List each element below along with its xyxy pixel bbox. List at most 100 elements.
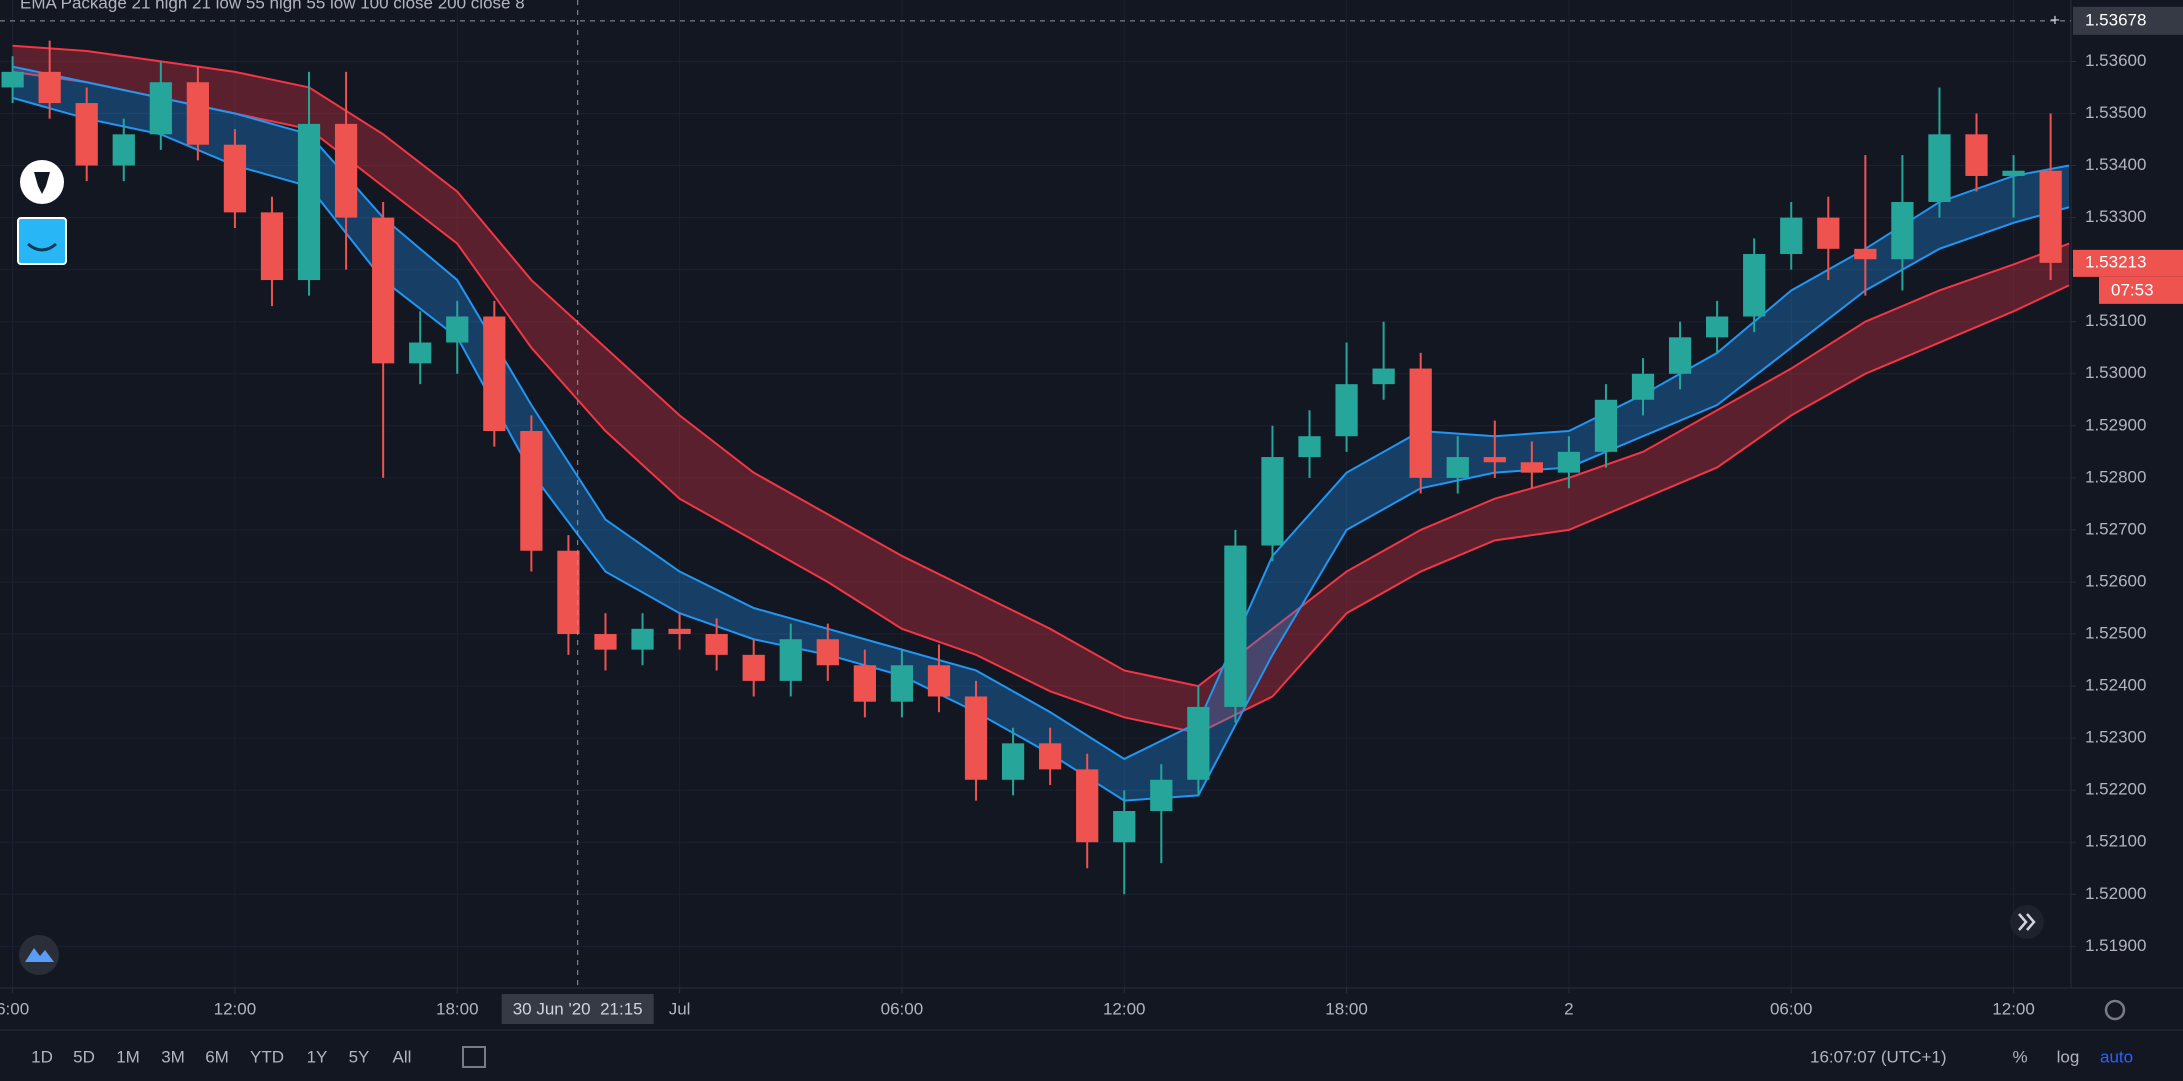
timeframe-button[interactable]: 5D (73, 1047, 95, 1066)
candle-body (1001, 743, 1025, 780)
candle-body (1854, 248, 1877, 260)
candle-body (705, 634, 728, 655)
candle-body (779, 639, 802, 681)
auto-toggle[interactable]: auto (2100, 1047, 2133, 1066)
candle-body (1520, 462, 1543, 473)
y-tick-label: 1.52100 (2085, 832, 2146, 851)
candle-body (1631, 373, 1655, 400)
settings-button[interactable] (2104, 999, 2126, 1021)
candle-body (1335, 384, 1358, 437)
candle-body (890, 665, 914, 702)
candle-body (1557, 451, 1581, 473)
candle-body (927, 665, 951, 697)
candle-body (1150, 779, 1173, 812)
y-tick-label: 1.52000 (2085, 884, 2146, 903)
candle-body (1039, 743, 1062, 770)
candle-body (1113, 811, 1136, 843)
candle-body (1261, 457, 1284, 546)
band-fill (12, 66, 2070, 801)
x-tick-label: 18:00 (1325, 999, 1368, 1018)
candle-body (742, 654, 765, 681)
candle-body (1076, 769, 1099, 843)
y-tick-label: 1.52900 (2085, 415, 2146, 434)
y-tick-label: 1.53000 (2085, 363, 2146, 382)
candle-body (1965, 134, 1988, 176)
pen-icon-glyph (34, 172, 50, 194)
timeframe-button[interactable]: 5Y (349, 1047, 370, 1066)
y-tick-label: 1.53400 (2085, 155, 2146, 174)
candle-body (520, 431, 543, 551)
timeframe-button[interactable]: YTD (250, 1047, 284, 1066)
candle-body (1743, 254, 1766, 317)
candle-body (1780, 217, 1803, 255)
candle-body (483, 316, 506, 432)
x-tick-label: 12:00 (214, 999, 257, 1018)
timeframe-button[interactable]: 6M (205, 1047, 229, 1066)
date-range-button[interactable] (462, 1046, 486, 1068)
candle-body (260, 212, 284, 281)
y-tick-label: 1.52600 (2085, 571, 2146, 590)
y-tick-label: 1.53300 (2085, 207, 2146, 226)
timeframe-button[interactable]: 3M (161, 1047, 185, 1066)
candle-body (816, 639, 839, 666)
indicator-icon-glyph (27, 242, 57, 252)
timeframe-button[interactable]: All (393, 1047, 412, 1066)
y-tick-label: 1.52800 (2085, 467, 2146, 486)
candle-body (112, 134, 135, 166)
countdown-box (2099, 276, 2183, 304)
bottom-toolbar: 1D 5D 1M 3M 6M YTD 1Y 5Y All (31, 1047, 411, 1066)
x-tick-label: 18:00 (436, 999, 479, 1018)
band-line (12, 44, 2070, 688)
y-tick-label: 1.52700 (2085, 519, 2146, 538)
candle-body (149, 82, 172, 135)
candle-body (853, 665, 876, 702)
candle-body (1409, 368, 1432, 478)
indicator-legend[interactable]: EMA Package 21 high 21 low 55 high 55 lo… (20, 0, 525, 12)
y-tick-label: 1.51900 (2085, 936, 2146, 955)
candle-body (38, 71, 61, 104)
candle-body (223, 144, 247, 213)
y-tick-label: 1.53500 (2085, 103, 2146, 122)
candle-body (186, 82, 209, 145)
candle-body (75, 103, 98, 166)
crosshair-y-label-box (2073, 6, 2183, 35)
crosshair-x-label: 30 Jun '20 21:15 (513, 999, 643, 1018)
percent-toggle[interactable]: % (2012, 1047, 2027, 1066)
axes: 1.51900 1.52000 1.52100 1.52200 1.52300 1.524… (0, 0, 2183, 1024)
y-tick-label: 1.52300 (2085, 728, 2146, 747)
scroll-right-glyph (2018, 913, 2036, 931)
x-tick-label: 2 (1564, 999, 1573, 1018)
y-tick-label: 1.53100 (2085, 311, 2146, 330)
x-tick-label: Jul (669, 999, 691, 1018)
y-tick-label: 1.52500 (2085, 624, 2146, 643)
indicator-icon[interactable] (17, 217, 67, 265)
candle-body (334, 123, 358, 218)
candles (1, 40, 2062, 895)
candle-body (1928, 134, 1951, 202)
candle-body (557, 550, 580, 635)
crosshair-x-label-box (501, 994, 654, 1024)
timeframe-button[interactable]: 1D (31, 1047, 53, 1066)
y-tick-label: 1.52200 (2085, 780, 2146, 799)
log-toggle[interactable]: log (2057, 1047, 2080, 1066)
candle-body (964, 696, 988, 780)
timeframe-button[interactable]: 1M (116, 1047, 140, 1066)
clock: 16:07:07 (UTC+1) (1810, 1047, 1947, 1066)
candle-body (2002, 170, 2025, 176)
x-tick-label: 12:00 (1992, 999, 2035, 1018)
candle-body (1891, 201, 1914, 260)
last-price-box (2073, 249, 2183, 277)
candle-body (1224, 545, 1247, 707)
x-tick-label: 6:00 (0, 999, 29, 1018)
x-tick-label: 06:00 (881, 999, 924, 1018)
candle-body (1817, 217, 1840, 249)
crosshair-y-label: 1.53678 (2085, 10, 2146, 29)
y-tick-label: 1.53600 (2085, 51, 2146, 70)
candle-body (1, 71, 24, 88)
timeframe-button[interactable]: 1Y (307, 1047, 328, 1066)
candle-body (1446, 457, 1469, 478)
add-alert-button[interactable]: + (2050, 10, 2060, 29)
